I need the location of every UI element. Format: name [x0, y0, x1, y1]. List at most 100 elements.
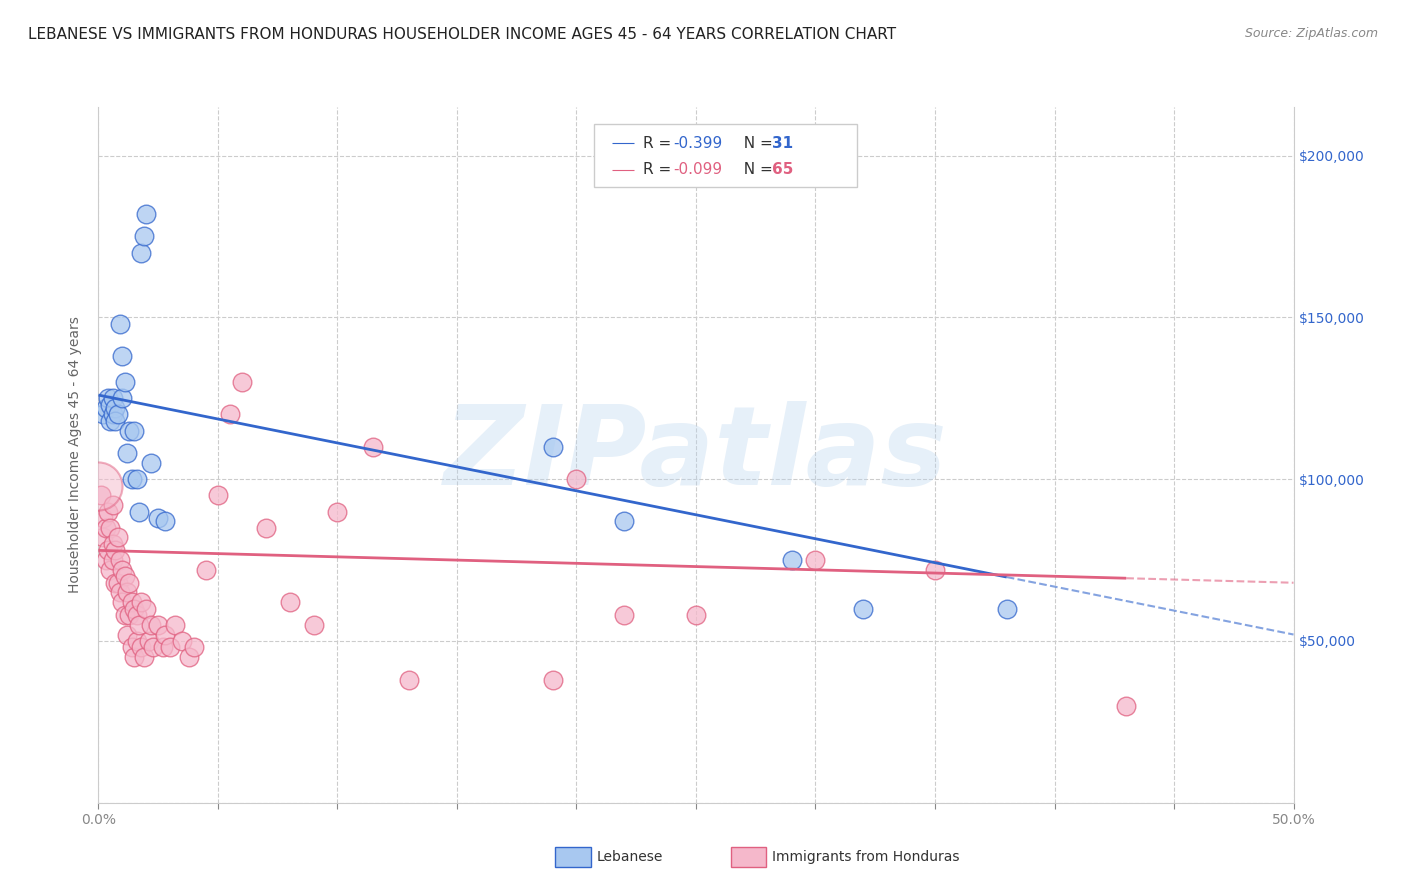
Point	[118, 575, 141, 590]
Point	[111, 595, 134, 609]
Point	[121, 595, 143, 609]
Point	[131, 245, 153, 260]
Point	[97, 543, 120, 558]
Point	[924, 563, 946, 577]
Point	[104, 414, 127, 428]
Point	[87, 478, 110, 492]
Point	[131, 595, 153, 609]
Point	[155, 627, 177, 641]
Point	[104, 401, 127, 415]
Point	[995, 601, 1018, 615]
Point	[97, 504, 120, 518]
Text: N =: N =	[734, 136, 778, 151]
Point	[541, 440, 564, 454]
Text: N =: N =	[734, 162, 778, 177]
Point	[94, 521, 117, 535]
Text: 31: 31	[772, 136, 793, 151]
Point	[139, 617, 162, 632]
FancyBboxPatch shape	[595, 124, 858, 187]
Point	[115, 446, 138, 460]
Point	[163, 617, 186, 632]
Point	[98, 521, 122, 535]
Point	[125, 634, 148, 648]
Point	[108, 317, 131, 331]
Point	[104, 575, 127, 590]
Point	[125, 472, 148, 486]
Point	[124, 424, 146, 438]
Point	[780, 553, 803, 567]
Point	[194, 563, 218, 577]
Point	[155, 514, 177, 528]
Point	[172, 634, 194, 648]
Point	[132, 229, 155, 244]
Point	[142, 640, 165, 655]
Point	[104, 543, 127, 558]
Point	[98, 398, 122, 412]
Point	[121, 640, 143, 655]
Point	[139, 456, 162, 470]
Point	[108, 553, 131, 567]
Point	[107, 575, 129, 590]
Text: 65: 65	[772, 162, 794, 177]
Point	[111, 563, 134, 577]
Point	[128, 504, 150, 518]
Point	[613, 514, 636, 528]
Point	[94, 401, 117, 415]
Text: LEBANESE VS IMMIGRANTS FROM HONDURAS HOUSEHOLDER INCOME AGES 45 - 64 YEARS CORRE: LEBANESE VS IMMIGRANTS FROM HONDURAS HOU…	[28, 27, 896, 42]
Point	[91, 511, 114, 525]
Point	[852, 601, 875, 615]
Point	[124, 601, 146, 615]
Point	[101, 498, 124, 512]
Point	[326, 504, 349, 518]
Point	[118, 608, 141, 623]
Point	[398, 673, 420, 687]
Point	[231, 375, 253, 389]
Y-axis label: Householder Income Ages 45 - 64 years: Householder Income Ages 45 - 64 years	[69, 317, 83, 593]
Point	[278, 595, 301, 609]
Point	[148, 511, 170, 525]
Text: Source: ZipAtlas.com: Source: ZipAtlas.com	[1244, 27, 1378, 40]
Point	[101, 408, 124, 422]
Point	[302, 617, 325, 632]
Point	[135, 207, 157, 221]
Point	[565, 472, 588, 486]
Point	[107, 531, 129, 545]
Point	[101, 537, 124, 551]
Point	[685, 608, 707, 623]
Point	[101, 553, 124, 567]
Text: ZIPatlas: ZIPatlas	[444, 401, 948, 508]
Point	[121, 472, 143, 486]
Point	[183, 640, 205, 655]
Point	[152, 640, 174, 655]
Point	[219, 408, 242, 422]
Point	[98, 414, 122, 428]
Text: Immigrants from Honduras: Immigrants from Honduras	[772, 850, 959, 864]
Point	[111, 392, 134, 406]
Text: Lebanese: Lebanese	[596, 850, 662, 864]
Point	[159, 640, 181, 655]
Point	[115, 627, 138, 641]
Point	[94, 553, 117, 567]
Point	[135, 601, 157, 615]
Point	[98, 563, 122, 577]
Point	[131, 640, 153, 655]
Point	[179, 650, 201, 665]
Point	[148, 617, 170, 632]
Point	[107, 408, 129, 422]
Text: R =: R =	[644, 162, 676, 177]
Point	[101, 392, 124, 406]
Text: R =: R =	[644, 136, 676, 151]
Point	[108, 585, 131, 599]
Point	[114, 608, 136, 623]
Point	[91, 531, 114, 545]
Point	[111, 349, 134, 363]
Text: -0.099: -0.099	[673, 162, 723, 177]
Point	[115, 585, 138, 599]
Point	[132, 650, 155, 665]
Point	[541, 673, 564, 687]
Point	[97, 392, 120, 406]
Point	[1115, 698, 1137, 713]
Point	[125, 608, 148, 623]
Point	[138, 634, 160, 648]
Point	[114, 569, 136, 583]
